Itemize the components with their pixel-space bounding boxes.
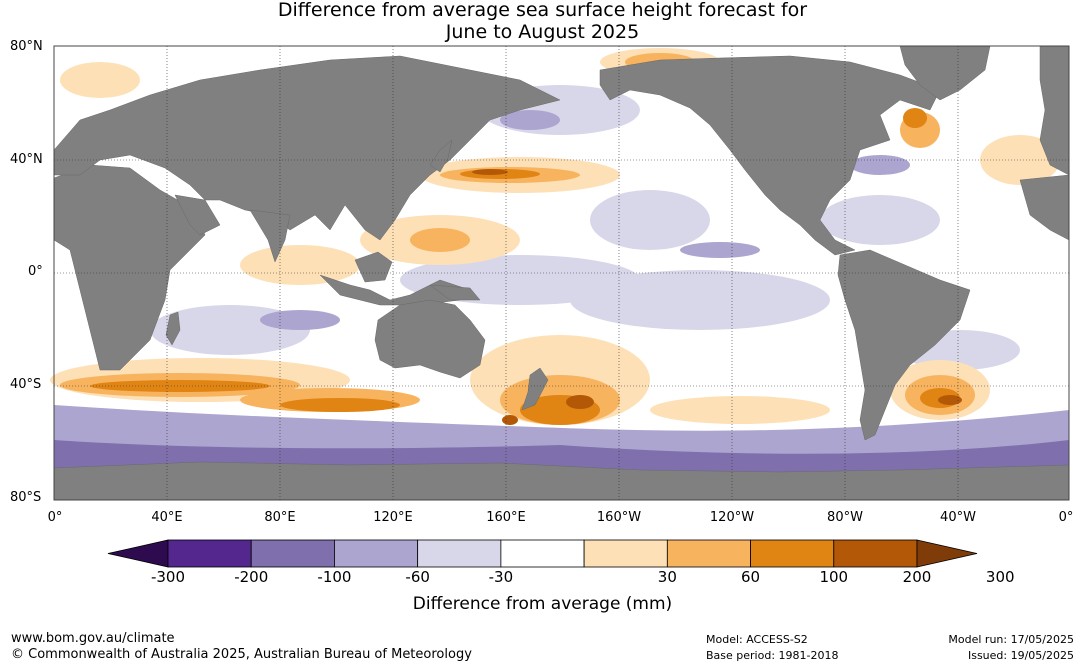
colorbar-tick-label: 200 xyxy=(902,568,932,586)
land-greenland xyxy=(899,45,991,101)
lon-label-120w: 120°W xyxy=(709,510,755,525)
colorbar-tick-label: -200 xyxy=(234,568,269,586)
colorbar-tick-label: 30 xyxy=(657,568,677,586)
land-australia xyxy=(374,299,486,379)
lon-label-0-right: 0° xyxy=(1058,510,1074,525)
colorbar-tick-label: 100 xyxy=(819,568,849,586)
land-japan xyxy=(429,139,453,173)
colorbar xyxy=(107,539,978,568)
footer-model-run: Model run: 17/05/2025 xyxy=(948,633,1074,646)
map-frame xyxy=(53,45,1070,501)
colorbar-segment xyxy=(167,539,252,568)
lon-label-160w: 160°W xyxy=(596,510,642,525)
anomaly-fill-extreme xyxy=(472,169,962,425)
colorbar-tick-label: 300 xyxy=(985,568,1015,586)
lon-label-80w: 80°W xyxy=(827,510,863,525)
land-new-zealand xyxy=(521,367,549,411)
title-line-1: Difference from average sea surface heig… xyxy=(277,0,808,21)
land-new-guinea xyxy=(429,284,481,301)
colorbar-segment xyxy=(833,539,918,568)
colorbar-segment xyxy=(583,539,668,568)
land-south-america xyxy=(837,249,971,441)
land-north-america xyxy=(599,55,941,256)
footer-url: www.bom.gov.au/climate xyxy=(11,631,175,646)
land-africa-west xyxy=(1019,174,1070,241)
colorbar-title: Difference from average (mm) xyxy=(412,594,673,614)
lat-label-80n: 80°N xyxy=(10,39,43,54)
title-line-2: June to August 2025 xyxy=(445,21,640,43)
land-indonesia xyxy=(319,274,471,306)
colorbar-segment xyxy=(417,539,502,568)
colorbar-segment xyxy=(334,539,419,568)
land-borneo xyxy=(354,251,393,283)
lon-label-160e: 160°E xyxy=(486,510,526,525)
lat-label-40s: 40°S xyxy=(10,377,42,392)
graticule xyxy=(54,46,1069,500)
colorbar-extend-low xyxy=(107,539,169,568)
colorbar-segment xyxy=(750,539,835,568)
lat-label-80s: 80°S xyxy=(10,490,42,505)
colorbar-tick-label: -60 xyxy=(405,568,430,586)
colorbar-extend-high xyxy=(916,539,978,568)
land-africa xyxy=(53,164,206,371)
colorbar-tick-label: -300 xyxy=(150,568,186,586)
lon-label-40w: 40°W xyxy=(940,510,976,525)
footer-copyright: © Commonwealth of Australia 2025, Austra… xyxy=(11,647,472,662)
footer-model: Model: ACCESS-S2 xyxy=(706,633,808,646)
colorbar-segment xyxy=(666,539,751,568)
land-arabia xyxy=(174,194,221,236)
lon-label-120e: 120°E xyxy=(373,510,413,525)
colorbar-tick-label: 60 xyxy=(741,568,761,586)
colorbar-tick-label: -30 xyxy=(488,568,514,586)
land-madagascar xyxy=(165,311,181,346)
lat-label-40n: 40°N xyxy=(10,152,43,167)
lon-label-80e: 80°E xyxy=(264,510,296,525)
land xyxy=(53,45,1070,501)
colorbar-segment xyxy=(250,539,335,568)
footer-issued: Issued: 19/05/2025 xyxy=(967,649,1074,662)
lon-label-40e: 40°E xyxy=(151,510,183,525)
lat-label-0: 0° xyxy=(28,264,43,279)
colorbar-segment xyxy=(500,539,585,568)
footer-base-period: Base period: 1981-2018 xyxy=(706,649,839,662)
lon-label-0-left: 0° xyxy=(47,510,63,525)
land-eurasia xyxy=(53,55,561,241)
colorbar-tick-label: -100 xyxy=(317,568,352,586)
